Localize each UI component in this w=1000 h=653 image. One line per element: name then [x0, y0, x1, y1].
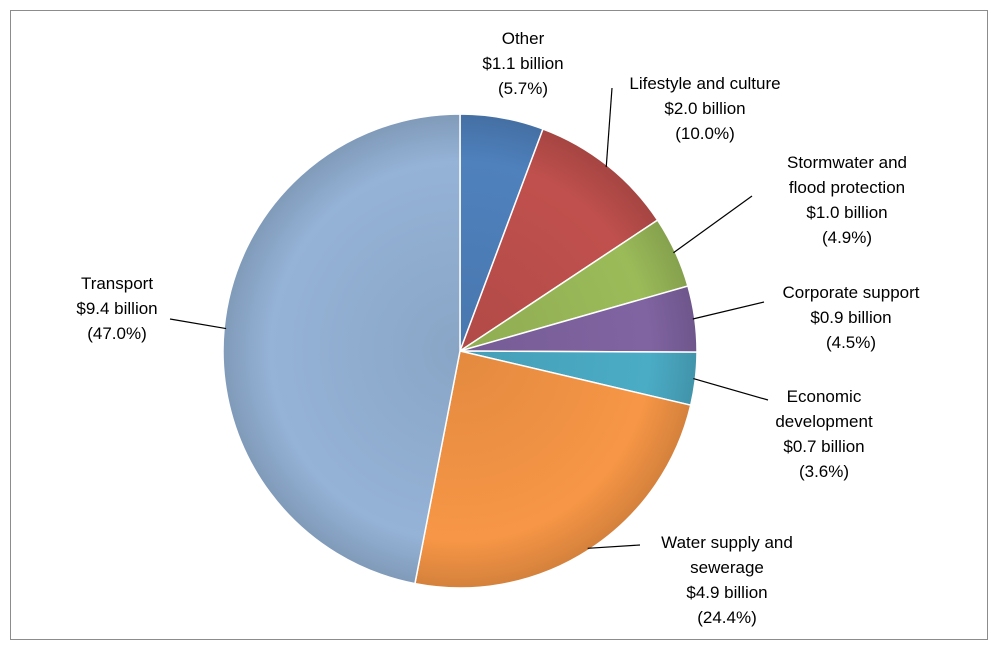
data-label-transport: Transport $9.4 billion (47.0%)	[76, 274, 157, 343]
slice-transport	[222, 113, 461, 585]
leader-line-economic-development	[693, 378, 769, 401]
leader-lines	[169, 87, 769, 549]
leader-line-corporate-support	[692, 301, 765, 320]
data-label-economic-development: Economic development $0.7 billion (3.6%)	[775, 387, 873, 481]
slice-water-supply-and-sewerage	[414, 350, 692, 589]
leader-line-stormwater-and-flood-protection	[673, 195, 753, 254]
pie-slices	[222, 113, 698, 589]
slice-lifestyle-and-culture	[458, 128, 659, 353]
leader-line-lifestyle-and-culture	[605, 87, 613, 168]
data-label-lifestyle-and-culture: Lifestyle and culture $2.0 billion (10.0%)	[629, 74, 780, 143]
leader-line-water-supply-and-sewerage	[587, 544, 641, 549]
data-label-water-supply-and-sewerage: Water supply and sewerage $4.9 billion (24.…	[661, 533, 793, 627]
data-label-stormwater-and-flood-protection: Stormwater and flood protection $1.0 billi…	[787, 153, 907, 247]
leader-line-transport	[169, 318, 227, 330]
slice-labels: Other $1.1 billion (5.7%) Lifestyle and cul…	[76, 29, 919, 627]
data-label-other: Other $1.1 billion (5.7%)	[482, 29, 563, 98]
data-label-corporate-support: Corporate support $0.9 billion (4.5%)	[782, 283, 919, 352]
